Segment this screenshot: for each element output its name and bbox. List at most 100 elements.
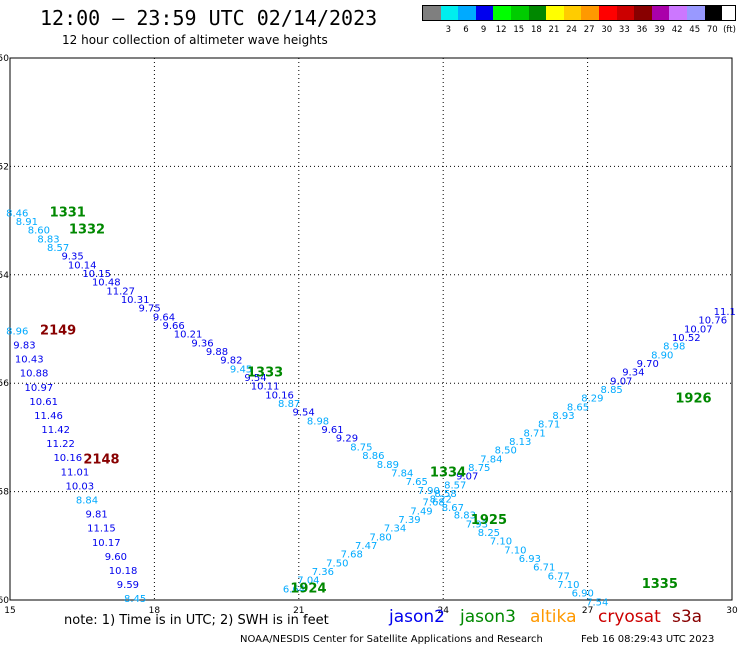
wave-height-value: 8.93	[552, 411, 574, 422]
wave-height-value: 10.07	[684, 324, 713, 335]
wave-height-value: 9.88	[206, 347, 228, 358]
x-tick-label: 21	[293, 606, 304, 616]
wave-height-value: 11.15	[87, 524, 116, 535]
wave-height-value: 6.90	[572, 589, 594, 600]
wave-height-value: 9.59	[117, 580, 139, 591]
wave-height-value: 7.10	[557, 580, 579, 591]
legend-swatch	[634, 6, 652, 20]
legend-label: 3	[445, 25, 452, 35]
wave-height-value: 7.68	[422, 498, 444, 509]
wave-height-value: 9.83	[13, 341, 35, 352]
wave-height-value: 7.65	[406, 477, 428, 488]
wave-height-value: 8.57	[444, 480, 466, 491]
legend-swatch	[651, 6, 670, 20]
wave-height-value: 10.43	[15, 355, 44, 366]
wave-height-value: 10.52	[672, 333, 701, 344]
wave-height-value: 8.85	[601, 385, 623, 396]
satellite-jason3: jason3	[460, 607, 516, 627]
wave-height-value: 9.36	[191, 338, 213, 349]
wave-height-value: 10.16	[53, 453, 82, 464]
plot-frame	[9, 57, 733, 601]
wave-height-value: 8.83	[454, 511, 476, 522]
wave-height-value: 6.77	[548, 571, 570, 582]
wave-height-value: 9.07	[610, 376, 632, 387]
y-tick-label: -54	[0, 271, 9, 281]
wave-height-value: 7.84	[391, 468, 413, 479]
wave-height-value: 7.50	[326, 558, 348, 569]
pass-id-label: 1331	[50, 205, 86, 220]
legend-swatch	[546, 6, 564, 20]
legend-swatch	[563, 6, 582, 20]
wave-height-value: 10.48	[92, 278, 121, 289]
legend-swatch	[581, 6, 599, 20]
legend-label: 12	[495, 25, 507, 35]
y-tick-label: -56	[0, 379, 9, 389]
legend-label: 45	[689, 25, 701, 35]
wave-height-value: 8.71	[538, 420, 560, 431]
wave-height-value: 8.65	[567, 402, 589, 413]
pass-id-label: 1924	[290, 581, 326, 596]
wave-height-value: 9.54	[292, 408, 314, 419]
wave-height-value: 8.67	[442, 503, 464, 514]
wave-height-value: 11.27	[106, 286, 135, 297]
legend-swatch	[528, 6, 547, 20]
wave-height-value: 10.76	[698, 316, 727, 327]
legend-label: 39	[654, 25, 665, 35]
wave-height-value: 7.68	[341, 550, 363, 561]
wave-height-value: 9.29	[336, 434, 358, 445]
footnote: note: 1) Time is in UTC; 2) SWH is in fe…	[64, 613, 329, 628]
wave-height-value: 8.98	[307, 416, 329, 427]
wave-height-value: 8.90	[651, 350, 673, 361]
legend-label: 33	[618, 25, 630, 35]
wave-height-value: 7.90	[418, 486, 440, 497]
legend-label: 27	[583, 25, 595, 35]
legend-label: 70	[706, 25, 718, 35]
wave-height-value: 7.47	[355, 541, 377, 552]
x-tick-label: 24	[437, 606, 449, 616]
wave-height-value: 9.54	[244, 373, 266, 384]
legend-swatch	[616, 6, 635, 20]
wave-height-value: 6.64	[283, 584, 305, 595]
wave-height-value: 10.03	[65, 481, 94, 492]
wave-height-value: 9.82	[220, 356, 242, 367]
wave-height-value: 8.98	[663, 342, 685, 353]
wave-height-value: 7.10	[504, 545, 526, 556]
pass-id-label: 2148	[83, 452, 119, 467]
pass-id-label: 1332	[69, 223, 105, 238]
wave-height-value: 7.34	[384, 524, 406, 535]
pass-id-label: 1926	[675, 392, 711, 407]
credit-line: NOAA/NESDIS Center for Satellite Applica…	[240, 634, 543, 645]
x-tick-label: 30	[726, 606, 738, 616]
wave-height-value: 9.35	[61, 252, 83, 263]
chart-subtitle: 12 hour collection of altimeter wave hei…	[62, 33, 328, 47]
legend-label: 6	[463, 25, 469, 35]
wave-height-value: 7.39	[398, 515, 420, 526]
wave-height-value: 8.71	[524, 428, 546, 439]
legend-swatch	[458, 6, 476, 20]
wave-height-value: 7.49	[410, 506, 432, 517]
wave-height-value: 8.87	[278, 399, 300, 410]
wave-height-value: 8.22	[430, 494, 452, 505]
pass-id-label: 1335	[642, 577, 678, 592]
legend-unit: (ft)	[723, 25, 736, 35]
wave-height-value: 9.61	[321, 425, 343, 436]
legend-label: 42	[671, 25, 683, 35]
color-scale-legend: 3 6 9 12 15 18 21 24 27 30 33 36 39 42 45 70 (ft)	[422, 5, 736, 35]
satellite-cryosat: cryosat	[598, 607, 661, 627]
wave-height-value: 7.80	[369, 532, 391, 543]
wave-height-value: 8.84	[76, 496, 98, 507]
wave-height-value: 8.96	[6, 326, 28, 337]
wave-height-value: 8.45	[124, 594, 146, 605]
wave-height-value: 10.97	[25, 383, 54, 394]
wave-height-value: 9.66	[163, 321, 185, 332]
wave-height-value: 8.83	[37, 234, 59, 245]
legend-label: 24	[566, 25, 577, 35]
wave-height-value: 8.57	[47, 243, 69, 254]
wave-height-value: 10.88	[20, 369, 49, 380]
wave-height-value: 8.60	[28, 226, 50, 237]
wave-height-value: 11.22	[46, 439, 75, 450]
wave-height-value: 8.58	[434, 489, 456, 500]
pass-id-label: 2149	[40, 323, 76, 338]
legend-swatch	[598, 6, 617, 20]
